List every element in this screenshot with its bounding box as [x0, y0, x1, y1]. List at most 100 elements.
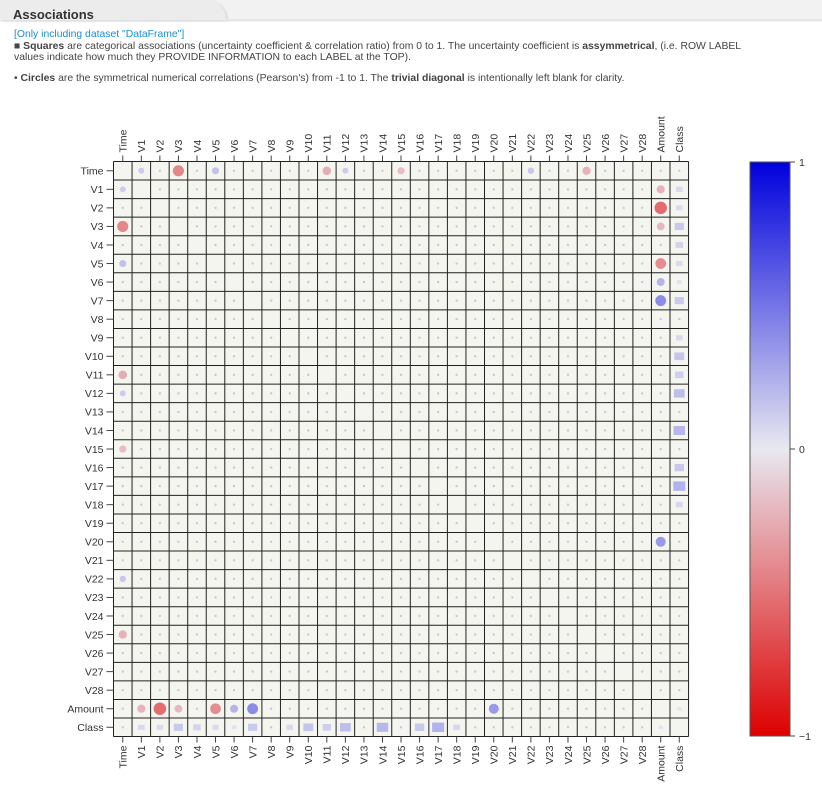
correlation-circle-V12-Time[interactable] [119, 390, 126, 397]
cell-marker-V13-V22 [529, 410, 533, 414]
correlation-circle-V11-Time[interactable] [118, 370, 128, 380]
association-square-V2-Class[interactable] [676, 205, 683, 211]
cell-marker-V7-V28 [640, 299, 644, 302]
row-label-Class: Class [77, 722, 103, 734]
cell-marker-V1-V21 [511, 188, 514, 191]
cell-marker-V16-V20 [492, 466, 495, 469]
cell-marker-V9-V7 [251, 336, 254, 339]
column-label-top-V7: V7 [247, 139, 259, 152]
cell-marker-V17-V1 [140, 484, 143, 488]
association-square-Class-V11[interactable] [322, 723, 332, 731]
association-square-V16-Class[interactable] [674, 463, 684, 472]
association-square-Class-V18[interactable] [453, 724, 461, 731]
association-square-Class-V9[interactable] [286, 724, 294, 730]
correlation-circle-Amount-V20[interactable] [488, 703, 499, 714]
association-square-V12-Class[interactable] [673, 389, 685, 398]
association-square-V10-Class[interactable] [674, 352, 685, 361]
correlation-circle-V3-Time[interactable] [117, 220, 129, 232]
cell-marker-V12-V7 [251, 392, 254, 395]
cell-marker-V1-V23 [548, 188, 551, 191]
correlation-circle-Time-V3[interactable] [172, 165, 184, 177]
cell-marker-V23-V28 [640, 596, 644, 599]
cell-marker-V17-V15 [399, 484, 403, 488]
correlation-circle-Amount-V1[interactable] [137, 704, 146, 713]
association-square-V4-Class[interactable] [675, 242, 684, 248]
association-square-Class-V7[interactable] [248, 723, 258, 731]
correlation-circle-V2-Amount[interactable] [654, 201, 667, 215]
cell-marker-V1-V7 [251, 188, 254, 191]
correlation-circle-V5-Time[interactable] [119, 259, 127, 268]
correlation-circle-V25-Time[interactable] [118, 630, 127, 639]
correlation-circle-Time-V11[interactable] [322, 166, 332, 176]
association-square-V11-Class[interactable] [675, 371, 684, 379]
cell-marker-V9-V12 [344, 336, 347, 339]
association-square-Class-V6[interactable] [231, 725, 237, 730]
correlation-circle-Amount-V5[interactable] [210, 703, 221, 715]
cell-marker-V25-V6 [232, 633, 236, 636]
cell-marker-V12-V23 [548, 392, 551, 395]
correlation-circle-Amount-V2[interactable] [153, 702, 167, 715]
cell-marker-V25-V21 [511, 633, 514, 636]
column-labels-top: Time V1 V2 V3 V4 V5 V6 V7 V8 V9 V10 V11 V12 V13 V14 V15… [118, 116, 687, 152]
correlation-circle-V5-Amount[interactable] [655, 258, 667, 269]
cell-marker-V28-Amount [659, 688, 662, 692]
cell-marker-Time-Class [678, 169, 681, 172]
correlation-circle-Time-V12[interactable] [342, 167, 349, 174]
association-square-V1-Class[interactable] [675, 186, 683, 192]
association-square-Class-V1[interactable] [138, 724, 145, 730]
correlation-circle-Time-V22[interactable] [527, 167, 535, 174]
cell-marker-V3-V11 [325, 225, 329, 228]
correlation-circle-V6-Amount[interactable] [656, 278, 665, 287]
correlation-circle-V1-Time[interactable] [119, 186, 126, 193]
cell-marker-V24-V27 [622, 614, 625, 618]
column-label-bottom-V23: V23 [544, 745, 556, 764]
association-square-Class-V4[interactable] [193, 724, 201, 731]
cell-marker-V17-V5 [214, 484, 217, 488]
cell-marker-Time-V28 [640, 169, 644, 172]
association-square-Class-V12[interactable] [340, 723, 351, 732]
tab-associations[interactable] [0, 0, 226, 20]
correlation-circle-Time-V25[interactable] [582, 166, 591, 175]
cell-marker-V3-V22 [529, 225, 533, 228]
correlation-circle-V22-Time[interactable] [119, 575, 126, 583]
association-square-Class-V5[interactable] [212, 724, 219, 730]
cell-marker-V12-V2 [158, 392, 162, 395]
cell-marker-V12-V14 [381, 392, 384, 395]
association-square-V9-Class[interactable] [675, 335, 683, 341]
association-square-Class-V17[interactable] [432, 722, 445, 733]
correlation-circle-Time-V5[interactable] [211, 167, 220, 175]
association-square-V14-Class[interactable] [673, 425, 686, 435]
association-square-V5-Class[interactable] [676, 261, 683, 266]
correlation-circle-V1-Amount[interactable] [656, 185, 665, 194]
correlation-circle-V7-Amount[interactable] [655, 295, 667, 307]
correlation-circle-Time-V1[interactable] [138, 167, 145, 174]
correlation-circle-Amount-V3[interactable] [174, 704, 183, 713]
cell-marker-V23-Class [678, 596, 681, 599]
association-square-Class-Amount[interactable] [658, 725, 663, 729]
association-square-Class-V10[interactable] [303, 723, 314, 732]
cell-marker-V24-V15 [399, 614, 403, 618]
association-square-Class-V14[interactable] [376, 722, 389, 732]
association-square-Class-V16[interactable] [414, 723, 425, 731]
cell-marker-V2-V13 [362, 206, 366, 210]
association-square-Amount-Class[interactable] [677, 707, 682, 711]
cell-marker-V8-V19 [474, 317, 477, 321]
correlation-circle-Time-V15[interactable] [397, 167, 405, 175]
correlation-circle-Amount-V6[interactable] [230, 704, 239, 713]
correlation-circle-V3-Amount[interactable] [656, 222, 665, 231]
cell-marker-V6-V19 [474, 280, 477, 284]
association-square-Class-V2[interactable] [156, 724, 164, 730]
association-square-Class-V3[interactable] [173, 723, 184, 731]
correlation-circle-V15-Time[interactable] [119, 445, 127, 453]
association-square-V17-Class[interactable] [673, 481, 686, 491]
association-square-V7-Class[interactable] [674, 297, 684, 305]
correlation-circle-V20-Amount[interactable] [655, 536, 666, 547]
cell-marker-V20-V17 [436, 540, 440, 543]
cell-marker-V13-V10 [307, 410, 310, 414]
association-square-V18-Class[interactable] [675, 501, 683, 508]
association-square-V3-Class[interactable] [674, 222, 684, 231]
cell-marker-V16-V4 [195, 466, 199, 469]
association-square-V6-Class[interactable] [676, 280, 682, 284]
cell-marker-V18-V4 [195, 503, 199, 506]
correlation-circle-Amount-V7[interactable] [247, 703, 259, 715]
